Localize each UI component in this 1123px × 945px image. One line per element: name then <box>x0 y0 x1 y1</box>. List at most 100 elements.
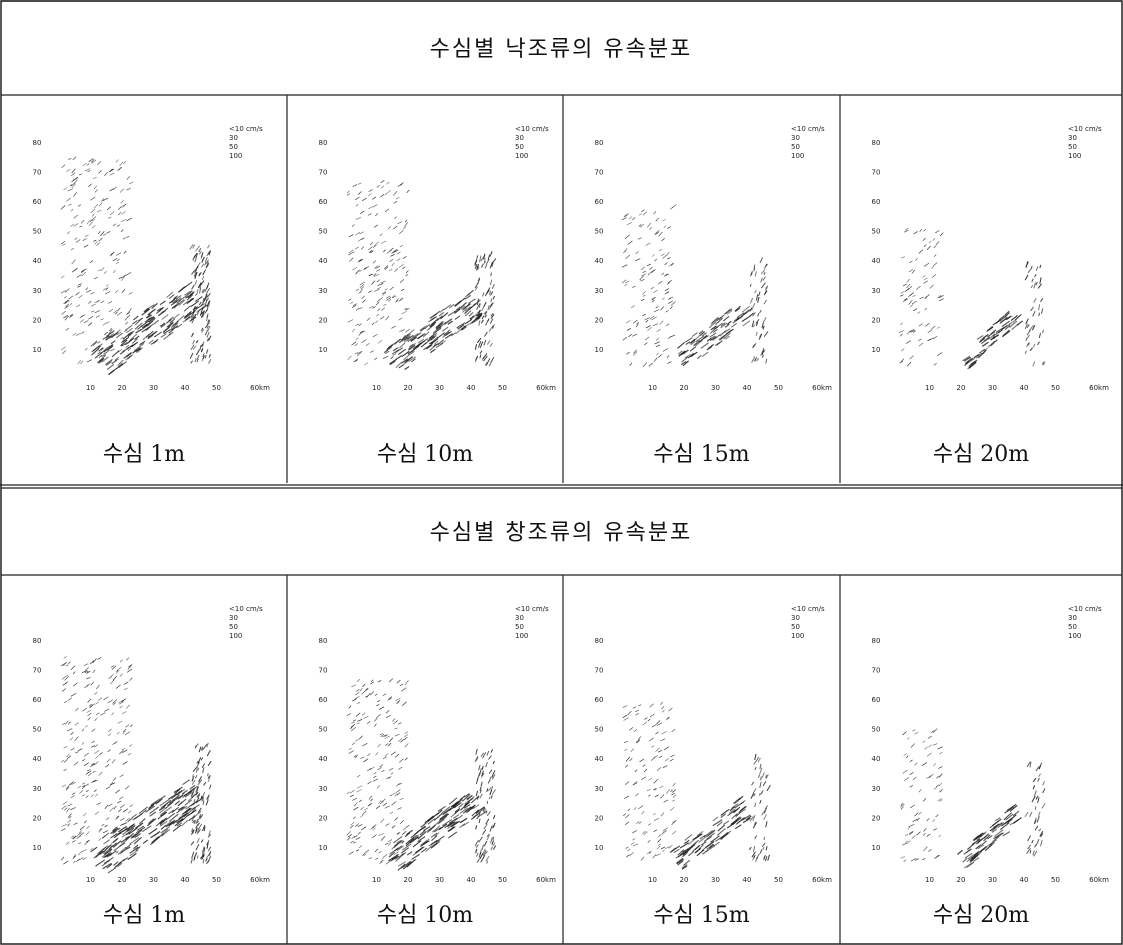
vector-arrow <box>202 276 203 280</box>
y-tick-label: 20 <box>33 814 42 822</box>
vector-arrow <box>493 837 494 841</box>
vector-arrow <box>906 755 908 757</box>
vector-arrow <box>117 167 121 170</box>
vector-arrow <box>207 750 210 756</box>
vector-arrow <box>64 808 67 811</box>
vector-arrow <box>753 815 755 821</box>
vector-arrow <box>400 820 404 824</box>
vector-arrow <box>385 193 387 195</box>
panel-caption: 수심 20m <box>933 442 1029 467</box>
vector-arrow <box>913 819 918 821</box>
vector-arrow <box>208 761 211 766</box>
vector-arrow <box>384 855 388 857</box>
vector-arrow <box>86 831 90 835</box>
vector-arrow <box>439 312 444 315</box>
vector-arrow <box>735 825 741 829</box>
vector-arrow <box>200 345 201 349</box>
vector-arrow <box>628 809 630 811</box>
vector-arrow <box>362 743 367 746</box>
vector-arrow <box>128 818 133 821</box>
vector-arrow <box>912 301 917 304</box>
vector-arrow <box>905 841 907 843</box>
vector-arrow <box>376 302 379 305</box>
legend-label: <10 cm/s <box>515 605 549 613</box>
x-tick-label: 40 <box>1020 876 1029 884</box>
vector-arrow <box>909 824 914 826</box>
vector-arrow <box>105 292 110 294</box>
vector-arrow <box>108 301 112 303</box>
vector-arrow <box>350 825 354 828</box>
vector-arrow <box>150 837 158 845</box>
vector-arrow <box>733 798 740 804</box>
vector-arrow <box>1032 279 1034 282</box>
vector-arrow <box>641 811 644 814</box>
vector-arrow <box>468 299 475 303</box>
vector-arrow <box>625 822 629 825</box>
x-tick-label: 40 <box>743 876 752 884</box>
y-tick-label: 70 <box>33 666 42 674</box>
vector-arrow <box>377 700 380 701</box>
vector-arrow <box>762 773 764 778</box>
vector-arrow <box>74 215 78 219</box>
vector-arrow <box>491 786 492 792</box>
vector-arrow <box>147 819 155 826</box>
vector-arrow <box>660 739 665 741</box>
vector-arrow <box>193 256 195 261</box>
vector-arrow <box>658 844 661 846</box>
vector-arrow <box>111 666 114 668</box>
vector-arrow <box>629 216 632 219</box>
vector-arrow <box>66 198 71 201</box>
vector-arrow <box>356 837 360 839</box>
vector-arrow <box>915 258 917 260</box>
vector-arrow <box>482 766 483 770</box>
vector-arrow <box>389 738 393 742</box>
vector-arrow <box>208 359 210 363</box>
vector-arrow <box>493 846 495 850</box>
vector-arrow <box>643 362 647 366</box>
vector-arrow <box>669 263 674 266</box>
vector-arrow <box>378 308 380 311</box>
vector-arrow <box>923 847 927 851</box>
x-tick-label: 50 <box>774 384 783 392</box>
vector-arrow <box>655 795 659 797</box>
vector-arrow <box>652 254 654 256</box>
vector-arrow <box>913 309 917 311</box>
vector-arrow <box>121 200 124 203</box>
vector-arrow <box>379 862 382 863</box>
vector-arrow <box>754 356 755 360</box>
vector-arrow <box>914 813 918 817</box>
vector-arrow <box>626 757 630 761</box>
vector-arrow <box>76 240 80 243</box>
vector-arrow <box>362 713 365 716</box>
vector-arrow <box>106 322 109 324</box>
vector-arrow <box>757 358 759 361</box>
legend-label: 100 <box>229 632 242 640</box>
vector-arrow <box>624 749 627 750</box>
vector-arrow <box>399 264 404 267</box>
x-tick-label: 60km <box>536 876 556 884</box>
vector-arrow <box>383 803 387 806</box>
vector-arrow <box>919 789 921 792</box>
vector-arrow <box>204 782 206 786</box>
vector-arrow <box>376 704 379 705</box>
x-tick-label: 10 <box>86 384 95 392</box>
vector-arrow <box>80 826 84 830</box>
vector-arrow <box>480 794 482 798</box>
vector-arrow <box>912 295 915 296</box>
panel-caption: 수심 20m <box>933 903 1029 928</box>
vector-arrow <box>933 819 935 821</box>
panel: 8070605040302010102030405060km<10 cm/s30… <box>33 125 271 467</box>
vector-arrow <box>368 291 371 293</box>
panel: 8070605040302010102030405060km<10 cm/s30… <box>595 125 833 467</box>
y-tick-label: 10 <box>595 346 604 354</box>
vector-arrow <box>109 807 113 811</box>
vector-arrow <box>380 734 383 735</box>
legend-label: 30 <box>229 134 238 142</box>
vector-arrow <box>1038 797 1039 803</box>
vector-arrow <box>645 337 649 341</box>
vector-arrow <box>117 259 120 261</box>
vector-arrow <box>203 342 204 347</box>
vector-arrow <box>647 327 651 331</box>
vector-arrow <box>902 843 907 845</box>
vector-arrow <box>81 361 83 364</box>
